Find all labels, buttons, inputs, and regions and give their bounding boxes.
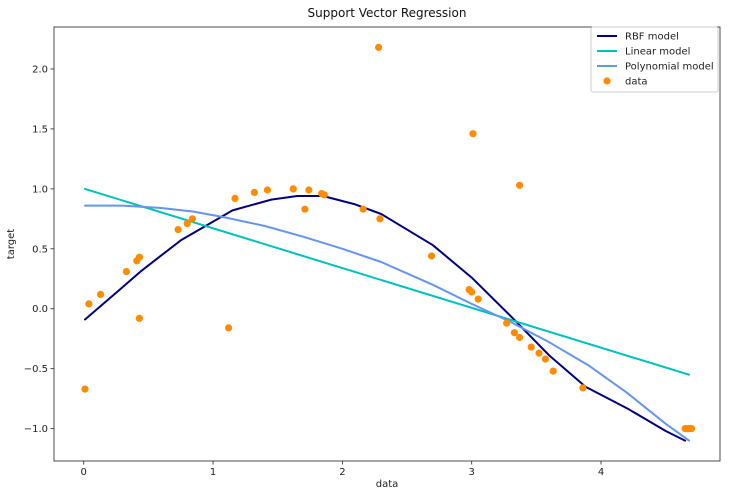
y-tick-label: −0.5 — [24, 364, 48, 375]
data-point — [135, 314, 143, 322]
x-axis-ticks: 0 1 2 3 4 — [81, 461, 604, 478]
data-point — [375, 43, 383, 52]
chart-title: Support Vector Regression — [308, 6, 467, 20]
legend-label-polynomial-model: Polynomial model — [625, 62, 714, 73]
x-tick-label: 0 — [81, 467, 87, 478]
data-point — [81, 385, 89, 393]
x-tick-label: 2 — [339, 467, 345, 478]
data-point — [250, 188, 258, 196]
data-point — [468, 288, 476, 296]
legend-label-linear-model: Linear model — [625, 47, 690, 58]
data-point — [305, 186, 313, 194]
data-point — [174, 226, 182, 234]
y-tick-label: −1.0 — [24, 424, 48, 435]
y-tick-label: 0.5 — [32, 244, 48, 255]
data-point — [225, 324, 233, 332]
data-point — [535, 349, 543, 357]
data-point — [376, 215, 384, 223]
y-tick-label: 0.0 — [32, 304, 48, 315]
x-tick-label: 3 — [469, 467, 475, 478]
data-point — [135, 253, 143, 261]
legend: RBF model Linear model Polynomial model dat… — [590, 26, 719, 93]
data-point — [263, 186, 271, 194]
data-point — [320, 191, 328, 199]
scatter-points — [81, 43, 696, 433]
x-tick-label: 1 — [210, 467, 216, 478]
series-lines — [84, 187, 690, 442]
data-point — [549, 367, 557, 375]
legend-label-data: data — [625, 77, 648, 88]
legend-label-rbf-model: RBF model — [625, 32, 679, 43]
y-axis-ticks: −1.0 −0.5 0.0 0.5 1.0 1.5 2.0 — [24, 64, 54, 435]
polynomial-model-line — [84, 204, 690, 442]
data-point — [687, 425, 696, 433]
rbf-model-line — [84, 195, 687, 442]
data-point — [85, 300, 93, 308]
data-point — [474, 295, 482, 303]
data-point — [516, 181, 524, 189]
data-point — [469, 130, 477, 138]
data-point — [359, 205, 367, 213]
data-point — [579, 384, 587, 392]
data-point — [289, 185, 297, 193]
data-point — [541, 355, 550, 363]
data-point — [510, 329, 518, 337]
data-point — [428, 252, 436, 260]
legend-box — [590, 26, 719, 93]
data-point — [301, 205, 309, 213]
linear-model-line — [84, 187, 690, 376]
data-point — [122, 268, 130, 276]
x-axis-label: data — [376, 479, 399, 490]
y-tick-label: 1.5 — [32, 124, 48, 135]
x-tick-label: 4 — [598, 467, 604, 478]
y-axis-label: target — [6, 229, 17, 259]
plot-area — [54, 27, 720, 461]
data-point — [231, 194, 239, 202]
data-point — [503, 319, 511, 327]
data-point — [97, 290, 105, 298]
data-point — [188, 215, 196, 223]
y-tick-label: 1.0 — [32, 184, 48, 195]
y-tick-label: 2.0 — [32, 64, 48, 75]
data-point — [183, 220, 191, 228]
data-point — [516, 333, 524, 342]
data-point — [527, 343, 535, 351]
legend-swatch-data — [603, 77, 611, 85]
plot-frame — [53, 26, 721, 462]
